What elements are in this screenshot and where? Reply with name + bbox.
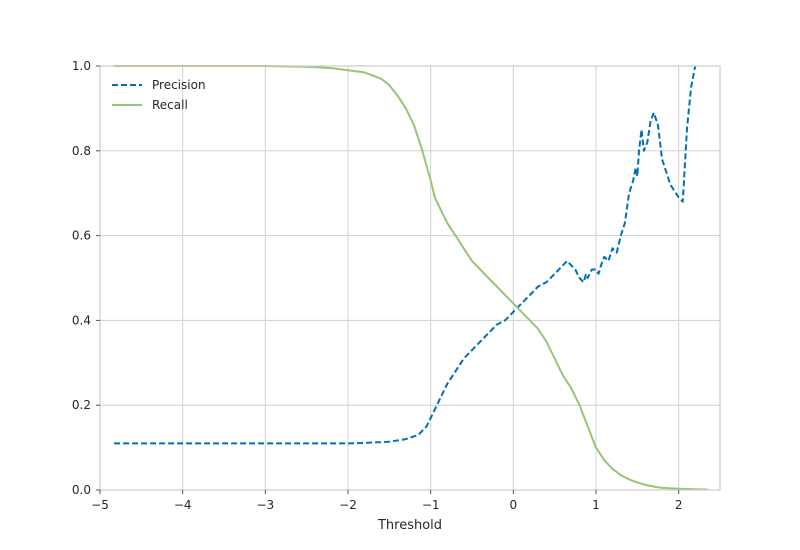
plot-frame: [99, 65, 721, 491]
x-tick-label: 1: [592, 498, 600, 512]
x-tick-label: 0: [510, 498, 518, 512]
y-tick-label: 0.2: [72, 398, 91, 412]
x-tick-label: −2: [339, 498, 357, 512]
legend-label-recall: Recall: [152, 98, 188, 112]
x-tick-label: −3: [256, 498, 274, 512]
legend: Precision Recall: [112, 78, 206, 112]
y-tick-label: 1.0: [72, 59, 91, 73]
legend-label-precision: Precision: [152, 78, 206, 92]
y-axis-ticks: 0.0 0.2 0.4 0.6 0.8 1.0: [72, 59, 100, 497]
x-axis-ticks: −5 −4 −3 −2 −1 0 1 2: [91, 490, 682, 512]
series-line-recall: [114, 65, 708, 491]
y-tick-label: 0.8: [72, 144, 91, 158]
x-tick-label: −1: [422, 498, 440, 512]
y-tick-label: 0.4: [72, 313, 91, 327]
x-axis-label: Threshold: [377, 518, 442, 533]
x-tick-label: 2: [675, 498, 683, 512]
series-line-precision: [114, 65, 697, 445]
y-tick-label: 0.0: [72, 483, 91, 497]
x-tick-label: −5: [91, 498, 109, 512]
x-tick-label: −4: [174, 498, 192, 512]
y-tick-label: 0.6: [72, 229, 91, 243]
series-layer: [114, 65, 708, 491]
